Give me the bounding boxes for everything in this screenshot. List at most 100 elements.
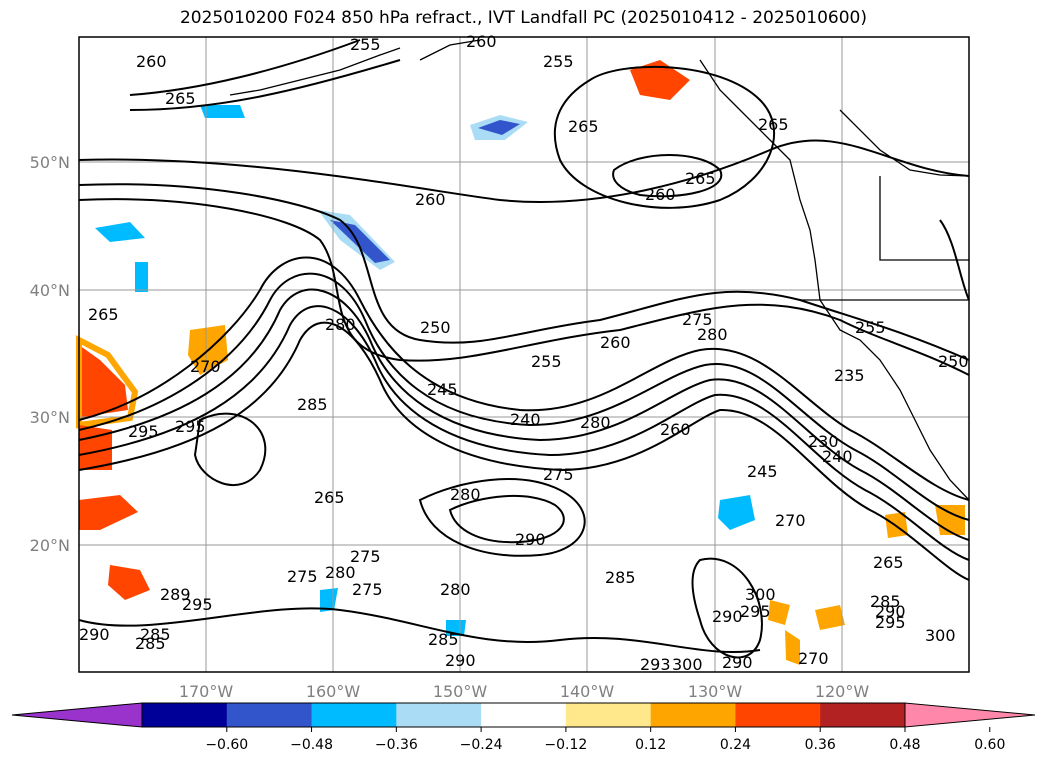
- contour-label: 285: [140, 625, 171, 644]
- anomaly-patch: [79, 425, 112, 470]
- contour-label: 293: [640, 655, 671, 674]
- contour-labels: 260 255 260 255 265 265 265 260 260 265 …: [79, 32, 969, 674]
- contour-label: 260: [600, 333, 631, 352]
- colorbar-tick-label: 0.36: [805, 737, 836, 753]
- contour-label: 245: [427, 380, 458, 399]
- contour-label: 265: [685, 169, 716, 188]
- anomaly-patch: [718, 495, 755, 530]
- graticule: [79, 37, 969, 672]
- contour-label: 255: [855, 318, 886, 337]
- colorbar-segment: [650, 703, 736, 727]
- contour-label: 280: [440, 580, 471, 599]
- lon-label: 120°W: [815, 682, 870, 701]
- lat-label: 50°N: [30, 153, 70, 172]
- lat-label: 30°N: [30, 408, 70, 427]
- contour-label: 270: [190, 357, 221, 376]
- colorbar-segment: [142, 703, 228, 727]
- contour-label: 265: [568, 117, 599, 136]
- colorbar-extend-max: [904, 702, 1036, 728]
- contour-label: 280: [580, 413, 611, 432]
- contour-label: 295: [182, 595, 213, 614]
- contour-label: 260: [660, 420, 691, 439]
- contour-label: 295: [740, 602, 771, 621]
- contour-label: 240: [510, 410, 541, 429]
- colorbar-tick-label: −0.48: [290, 737, 333, 753]
- contour-label: 290: [712, 607, 743, 626]
- colorbar-tick-label: −0.12: [544, 737, 587, 753]
- lon-label: 170°W: [179, 682, 234, 701]
- contour-label: 250: [938, 352, 969, 371]
- refractivity-contours: [78, 39, 970, 659]
- contour-label: 245: [747, 462, 778, 481]
- anomaly-patch: [135, 262, 148, 292]
- contour-label: 255: [543, 52, 574, 71]
- contour-label: 285: [135, 634, 166, 653]
- contour-label: 275: [543, 465, 574, 484]
- anomaly-patch: [200, 105, 245, 118]
- colorbar-segment: [481, 703, 567, 727]
- contour-label: 295: [175, 417, 206, 436]
- contour-label: 280: [325, 315, 356, 334]
- contour-label: 235: [834, 366, 865, 385]
- lon-label: 150°W: [433, 682, 488, 701]
- anomaly-patch: [935, 505, 965, 535]
- contour-label: 289: [160, 585, 191, 604]
- contour-label: 275: [682, 310, 713, 329]
- shaded-anomalies: [76, 60, 965, 665]
- colorbar-segment: [820, 703, 906, 727]
- contour-label: 300: [745, 585, 776, 604]
- anomaly-patch: [95, 222, 145, 242]
- longitude-labels: 170°W 160°W 150°W 140°W 130°W 120°W: [179, 682, 870, 701]
- contour-label: 285: [428, 630, 459, 649]
- map-border: [78, 36, 970, 673]
- colorbar-tick-label: 0.24: [720, 737, 751, 753]
- colorbar-tick-label: −0.60: [205, 737, 248, 753]
- contour-label: 300: [672, 655, 703, 674]
- anomaly-patch: [330, 220, 390, 263]
- contour-label: 290: [875, 602, 906, 621]
- contour-label: 295: [875, 613, 906, 632]
- contour-label: 265: [165, 89, 196, 108]
- contour-label: 260: [415, 190, 446, 209]
- anomaly-patch: [79, 345, 128, 420]
- lon-label: 160°W: [306, 682, 361, 701]
- contour-label: 255: [531, 352, 562, 371]
- contour-label: 300: [925, 626, 956, 645]
- contour-label: 280: [450, 485, 481, 504]
- contour-label: 255: [350, 35, 381, 54]
- anomaly-patch: [768, 600, 790, 625]
- contour-label: 285: [870, 592, 901, 611]
- lon-label: 140°W: [560, 682, 615, 701]
- contour-label: 265: [758, 115, 789, 134]
- colorbar-tick-label: 0.48: [889, 737, 920, 753]
- colorbar-segment: [396, 703, 482, 727]
- contour-label: 230: [808, 432, 839, 451]
- latitude-labels: 50°N 40°N 30°N 20°N: [30, 153, 70, 555]
- lon-label: 130°W: [688, 682, 743, 701]
- lat-label: 40°N: [30, 281, 70, 300]
- lat-label: 20°N: [30, 536, 70, 555]
- colorbar-segment: [565, 703, 652, 727]
- anomaly-patch: [108, 565, 150, 600]
- contour-label: 285: [297, 395, 328, 414]
- contour-label: 270: [775, 511, 806, 530]
- anomaly-patch: [815, 605, 845, 630]
- colorbar-tick-label: −0.36: [375, 737, 418, 753]
- contour-label: 265: [314, 488, 345, 507]
- colorbar-tick-label: −0.24: [460, 737, 503, 753]
- contour-label: 280: [325, 563, 356, 582]
- contour-label: 285: [605, 568, 636, 587]
- colorbar: −0.60 −0.48 −0.36 −0.24 −0.12 0.12 0.24 0.36 0.4…: [11, 702, 1036, 753]
- contour-label: 295: [128, 422, 159, 441]
- contour-label: 280: [697, 325, 728, 344]
- contour-label: 270: [798, 649, 829, 668]
- contour-label: 260: [136, 52, 167, 71]
- colorbar-segment: [311, 703, 397, 727]
- anomaly-patch: [630, 60, 690, 100]
- anomaly-patch: [478, 120, 520, 135]
- colorbar-segment: [735, 703, 821, 727]
- contour-label: 275: [352, 580, 383, 599]
- contour-label: 290: [722, 653, 753, 672]
- colorbar-tick-label: 0.12: [635, 737, 666, 753]
